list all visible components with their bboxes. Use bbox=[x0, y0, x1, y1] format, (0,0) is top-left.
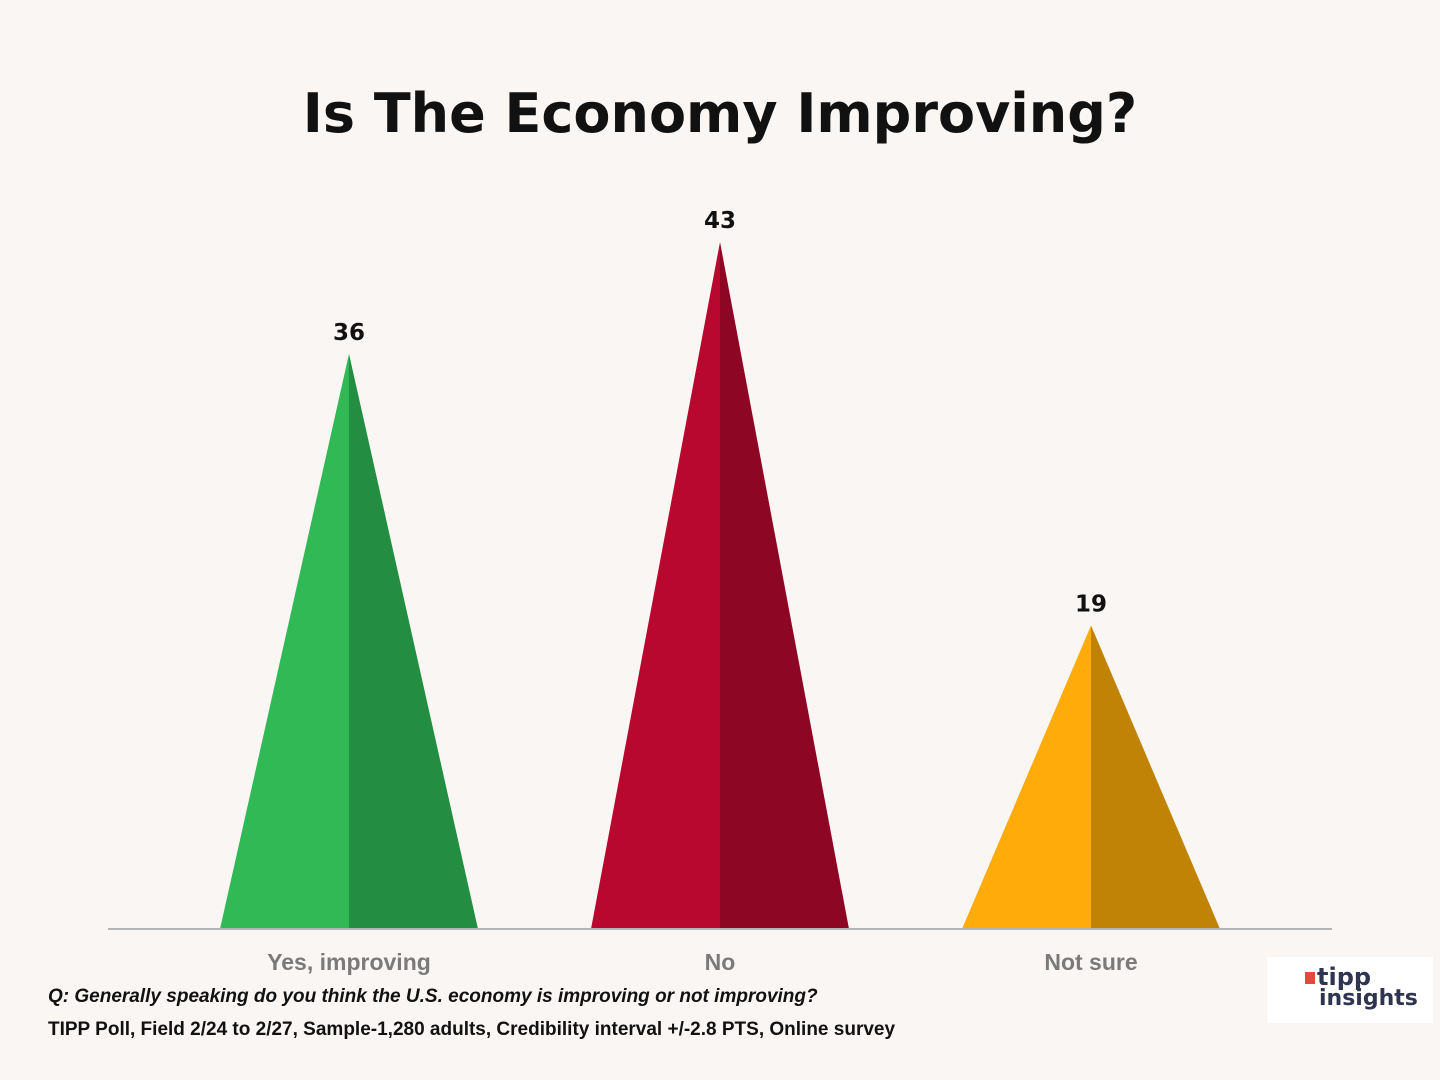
chart-title: Is The Economy Improving? bbox=[302, 82, 1138, 145]
data-label: 36 bbox=[333, 320, 365, 346]
bar-0-right bbox=[349, 353, 478, 929]
bar-2-left bbox=[962, 625, 1091, 929]
tipp-insights-logo: tipp insights bbox=[1267, 957, 1433, 1023]
data-label: 19 bbox=[1075, 591, 1107, 617]
bar-1-right bbox=[720, 242, 849, 929]
category-label: No bbox=[705, 949, 736, 975]
survey-question: Q: Generally speaking do you think the U… bbox=[48, 986, 818, 1007]
bar-1-left bbox=[591, 242, 720, 929]
data-label: 43 bbox=[704, 208, 736, 234]
logo-mark-icon bbox=[1305, 972, 1315, 984]
logo-text-insights: insights bbox=[1319, 986, 1418, 1011]
category-label: Not sure bbox=[1044, 949, 1137, 975]
chart: 36 Yes, improving 43 No 19 Not sure bbox=[108, 208, 1332, 975]
poll-source: TIPP Poll, Field 2/24 to 2/27, Sample-1,… bbox=[48, 1019, 896, 1040]
category-label: Yes, improving bbox=[267, 949, 431, 975]
bar-0-left bbox=[220, 353, 349, 929]
logo-text-tipp: tipp bbox=[1317, 963, 1372, 991]
bar-2-right bbox=[1091, 625, 1220, 929]
